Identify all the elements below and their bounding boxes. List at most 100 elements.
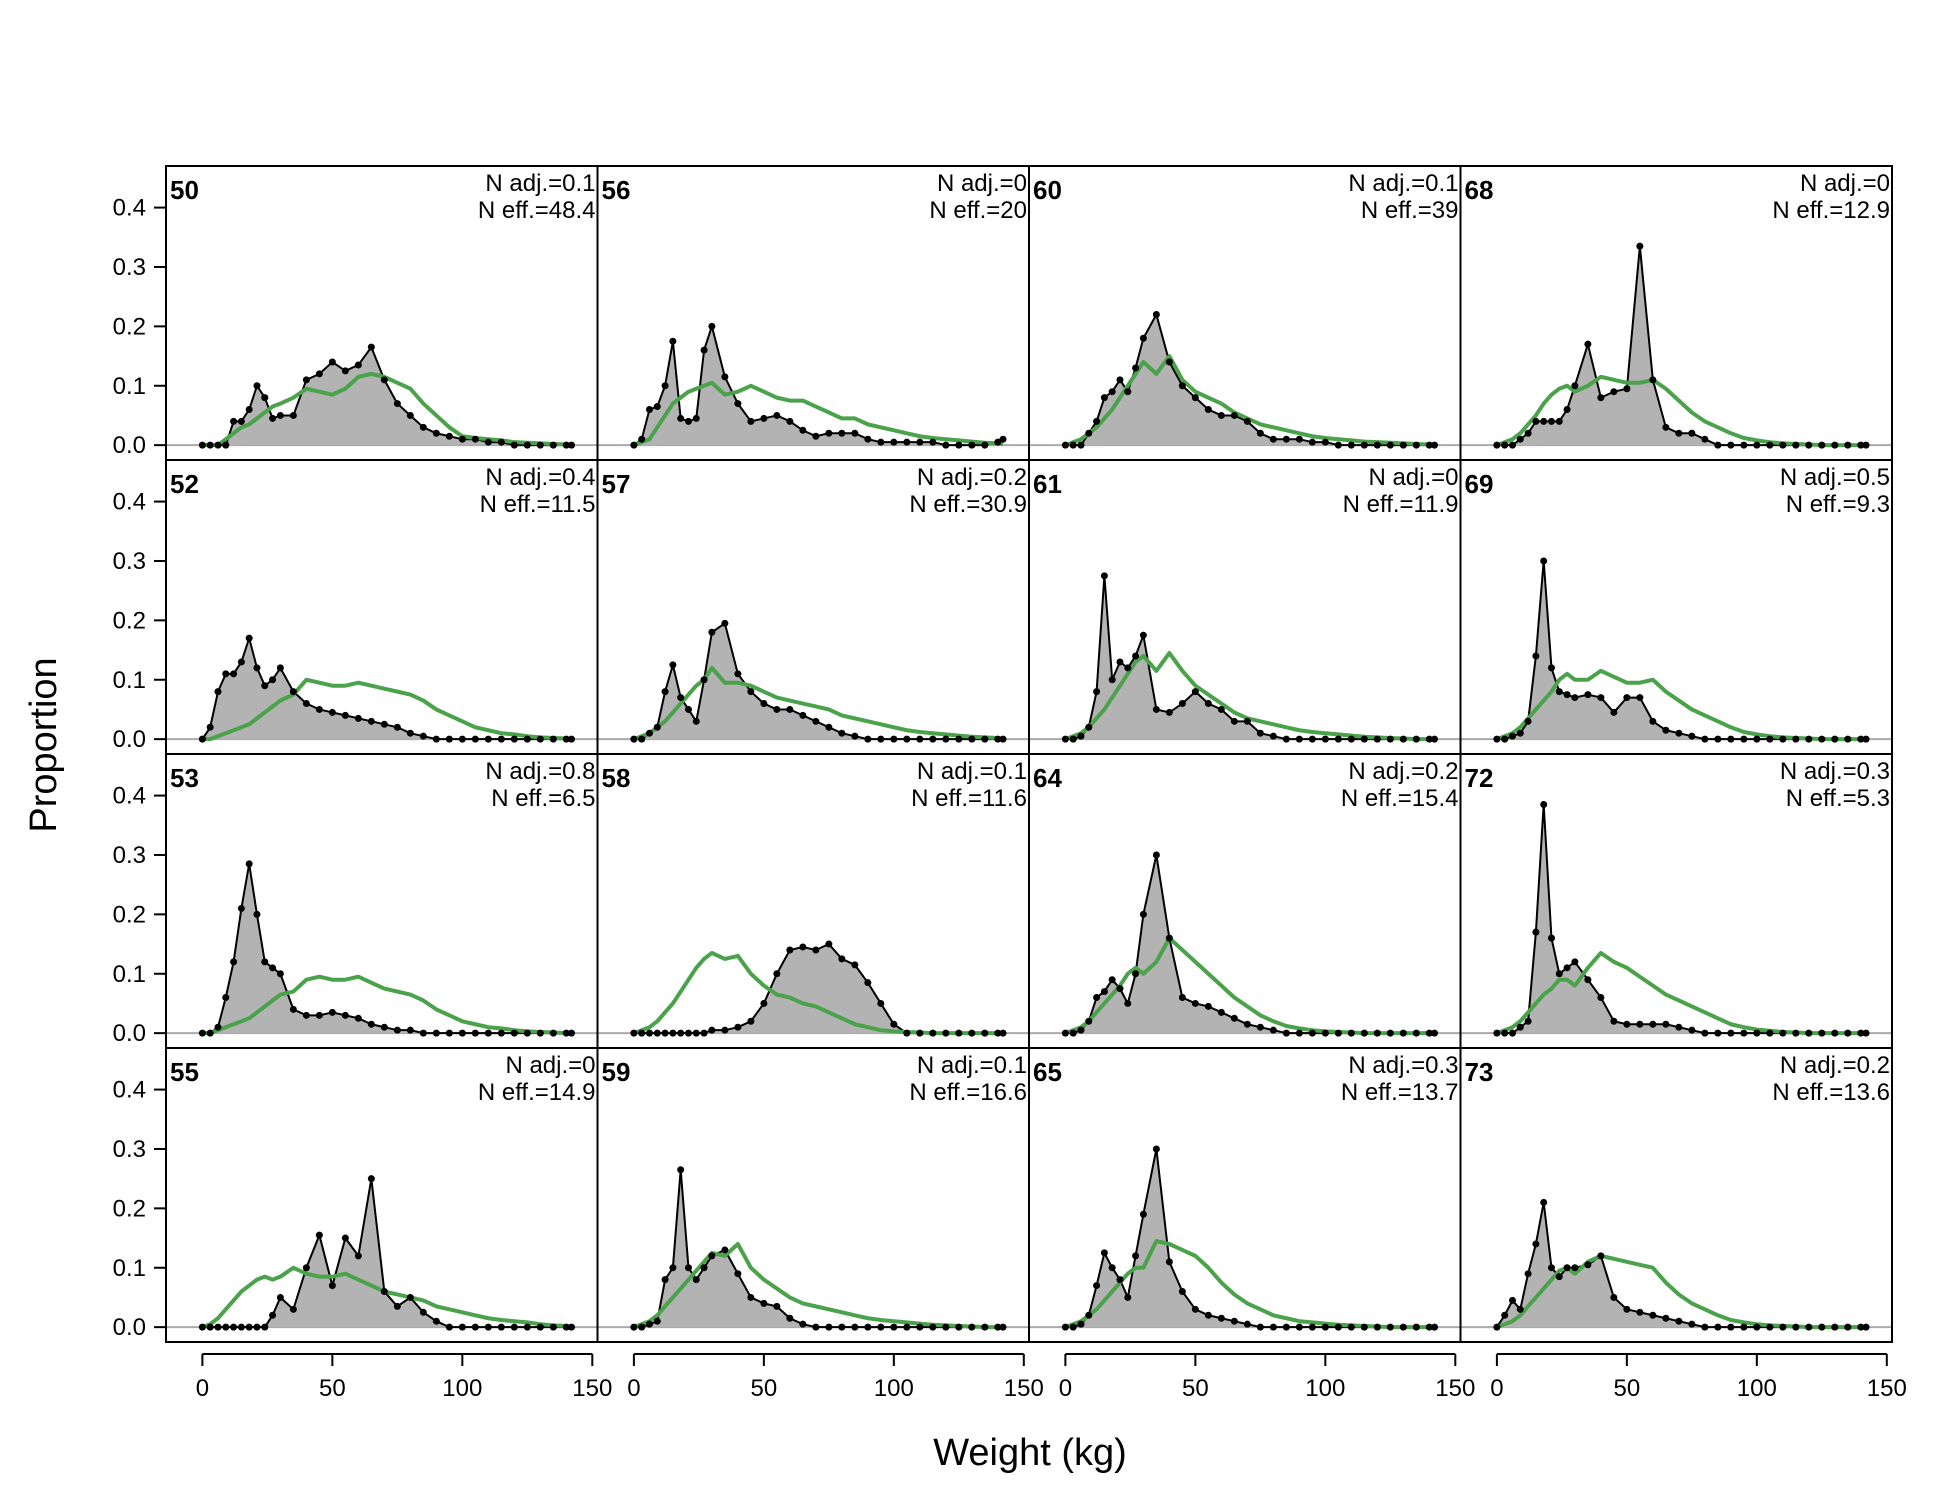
n-adj-label: N adj.=0 bbox=[1800, 170, 1890, 197]
observed-point bbox=[1727, 441, 1735, 449]
x-tick-label: 150 bbox=[1867, 1375, 1907, 1402]
observed-point bbox=[484, 438, 492, 446]
observed-area bbox=[633, 1169, 1004, 1328]
observed-point bbox=[261, 394, 269, 402]
panel-53: 53 N adj.=0.8N eff.=6.5 bbox=[165, 753, 599, 1049]
observed-point bbox=[1256, 1023, 1264, 1031]
observed-point bbox=[1753, 441, 1761, 449]
observed-point bbox=[1217, 411, 1225, 419]
observed-point bbox=[1701, 435, 1709, 443]
panel-68: 68 N adj.=0N eff.=12.9 bbox=[1459, 165, 1893, 461]
observed-point bbox=[269, 964, 277, 972]
y-axis-title: Proportion bbox=[23, 657, 65, 832]
observed-point bbox=[825, 1323, 833, 1331]
observed-line bbox=[633, 322, 1004, 447]
observed-point bbox=[1501, 441, 1509, 449]
observed-point bbox=[999, 1323, 1007, 1331]
observed-point bbox=[549, 735, 557, 743]
observed-point bbox=[1857, 1029, 1865, 1037]
observed-point bbox=[206, 1029, 214, 1037]
observed-point bbox=[245, 634, 253, 642]
observed-point bbox=[1766, 1323, 1774, 1331]
x-tick-label: 100 bbox=[1737, 1375, 1777, 1402]
observed-point bbox=[1308, 1323, 1316, 1331]
observed-point bbox=[916, 1323, 924, 1331]
observed-point bbox=[1108, 388, 1116, 396]
x-tick-label: 0 bbox=[1059, 1375, 1072, 1402]
observed-point bbox=[341, 1234, 349, 1242]
observed-point bbox=[471, 735, 479, 743]
observed-point bbox=[1152, 851, 1160, 859]
observed-point bbox=[1584, 976, 1592, 984]
observed-point bbox=[1347, 735, 1355, 743]
n-adj-label: N adj.=0.1 bbox=[1348, 170, 1458, 197]
observed-point bbox=[903, 1323, 911, 1331]
observed-point bbox=[1532, 417, 1540, 425]
observed-point bbox=[1753, 1029, 1761, 1037]
panel-50: 50 N adj.=0.1N eff.=48.4 bbox=[165, 165, 599, 461]
observed-point bbox=[1805, 735, 1813, 743]
observed-point bbox=[916, 438, 924, 446]
observed-point bbox=[523, 441, 531, 449]
observed-point bbox=[1675, 729, 1683, 737]
observed-point bbox=[237, 904, 245, 912]
observed-point bbox=[1540, 417, 1548, 425]
observed-point bbox=[1069, 441, 1077, 449]
observed-point bbox=[445, 432, 453, 440]
observed-point bbox=[1321, 735, 1329, 743]
observed-point bbox=[1347, 441, 1355, 449]
observed-point bbox=[1431, 1323, 1439, 1331]
observed-point bbox=[1139, 910, 1147, 918]
y-tick-label: 0.1 bbox=[113, 961, 146, 988]
observed-line bbox=[1065, 575, 1435, 741]
observed-point bbox=[1100, 394, 1108, 402]
expected-line bbox=[1064, 651, 1435, 742]
observed-point bbox=[692, 1276, 700, 1284]
panel-label: 53 bbox=[170, 763, 199, 793]
observed-point bbox=[708, 1252, 716, 1260]
panel-61: 61 N adj.=0N eff.=11.9 bbox=[1028, 459, 1462, 755]
observed-point bbox=[1501, 735, 1509, 743]
observed-point bbox=[1610, 708, 1618, 716]
observed-point bbox=[1662, 1314, 1670, 1322]
observed-point bbox=[955, 441, 963, 449]
observed-point bbox=[638, 435, 646, 443]
observed-point bbox=[864, 735, 872, 743]
observed-point bbox=[302, 1011, 310, 1019]
observed-area bbox=[1065, 854, 1435, 1034]
observed-point bbox=[968, 1323, 976, 1331]
panel-label: 56 bbox=[602, 175, 631, 205]
observed-point bbox=[661, 1276, 669, 1284]
observed-point bbox=[458, 1323, 466, 1331]
observed-point bbox=[929, 1323, 937, 1331]
observed-point bbox=[1584, 340, 1592, 348]
observed-point bbox=[289, 688, 297, 696]
observed-point bbox=[1165, 1258, 1173, 1266]
y-tick-label: 0.4 bbox=[113, 783, 146, 810]
observed-point bbox=[1431, 735, 1439, 743]
observed-point bbox=[1805, 1323, 1813, 1331]
observed-point bbox=[692, 717, 700, 725]
observed-point bbox=[684, 417, 692, 425]
observed-point bbox=[799, 426, 807, 434]
observed-point bbox=[1779, 1029, 1787, 1037]
observed-point bbox=[1831, 1029, 1839, 1037]
observed-point bbox=[1610, 1017, 1618, 1025]
observed-point bbox=[1360, 441, 1368, 449]
observed-point bbox=[1584, 691, 1592, 699]
panel-label: 52 bbox=[170, 469, 199, 499]
observed-point bbox=[214, 688, 222, 696]
observed-point bbox=[1061, 735, 1069, 743]
observed-point bbox=[812, 946, 820, 954]
observed-point bbox=[289, 1305, 297, 1313]
panel-60: 60 N adj.=0.1N eff.=39 bbox=[1028, 165, 1462, 461]
observed-point bbox=[630, 1029, 638, 1037]
x-tick-label: 100 bbox=[442, 1375, 482, 1402]
expected-line bbox=[1064, 936, 1435, 1036]
observed-point bbox=[1792, 441, 1800, 449]
observed-point bbox=[1124, 999, 1132, 1007]
observed-point bbox=[1532, 928, 1540, 936]
observed-area bbox=[1065, 314, 1435, 446]
observed-point bbox=[1085, 723, 1093, 731]
observed-point bbox=[328, 358, 336, 366]
